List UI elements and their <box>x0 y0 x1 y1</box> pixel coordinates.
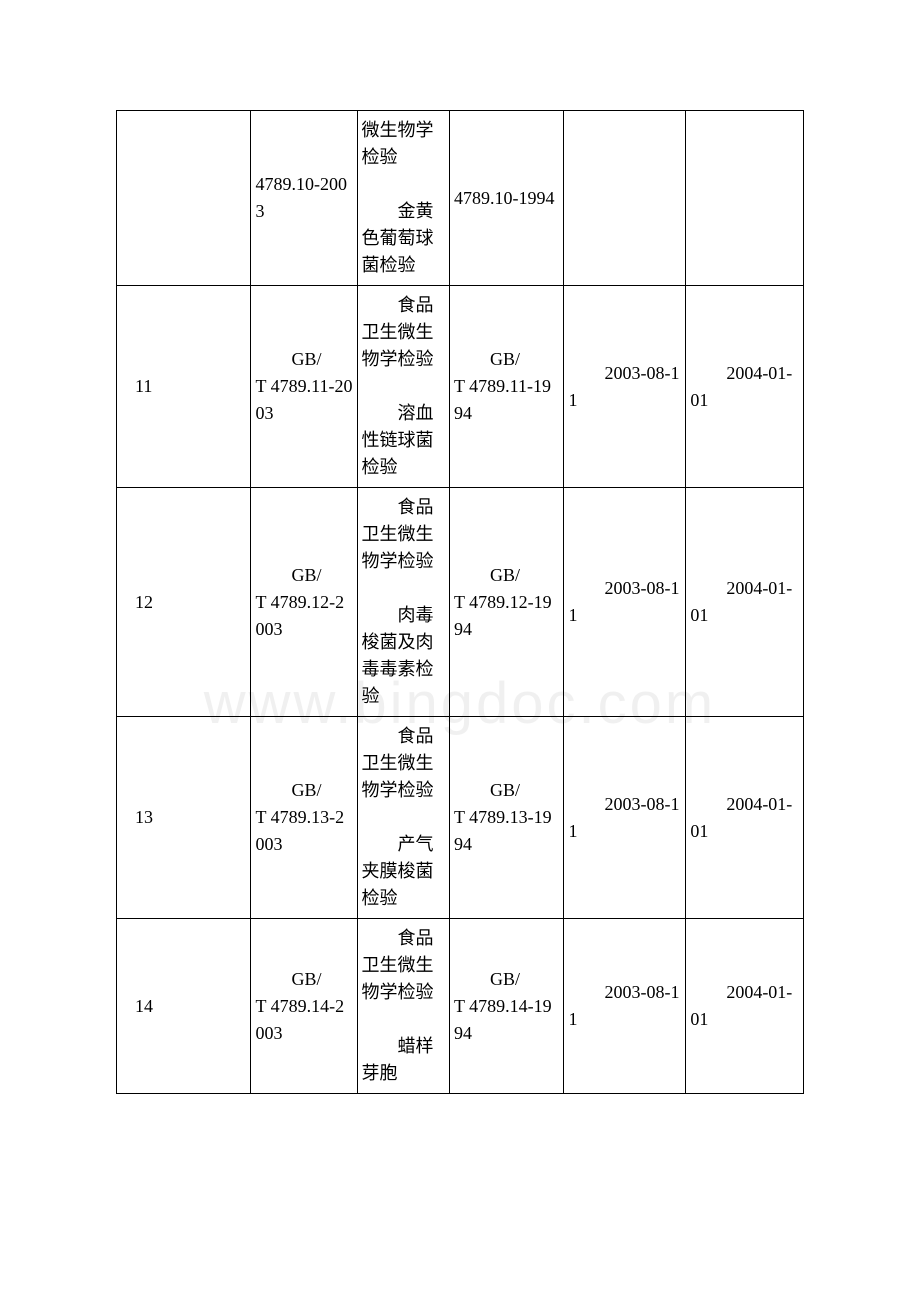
table-row: 12 GB/ T 4789.12-2003 食品卫生微生物学检验 肉毒梭菌及肉毒… <box>117 488 804 717</box>
cell-date2: 2004-01-01 <box>686 717 804 919</box>
table-row: 13 GB/ T 4789.13-2003 食品卫生微生物学检验 产气夹膜梭菌检… <box>117 717 804 919</box>
cell-title: 食品卫生微生物学检验 溶血性链球菌检验 <box>357 286 449 488</box>
cell-date1: 2003-08-11 <box>564 717 686 919</box>
cell-date2: 2004-01-01 <box>686 286 804 488</box>
cell-old-std: GB/ T 4789.12-1994 <box>449 488 563 717</box>
cell-date2: 2004-01-01 <box>686 488 804 717</box>
page-container: 4789.10-2003 微生物学检验 金黄色葡萄球菌检验 4789.10-19… <box>0 0 920 1094</box>
cell-seq: 14 <box>117 919 251 1094</box>
table-row: 4789.10-2003 微生物学检验 金黄色葡萄球菌检验 4789.10-19… <box>117 111 804 286</box>
cell-old-std: GB/ T 4789.14-1994 <box>449 919 563 1094</box>
cell-date1: 2003-08-11 <box>564 919 686 1094</box>
cell-date1: 2003-08-11 <box>564 488 686 717</box>
cell-title: 食品卫生微生物学检验 产气夹膜梭菌检验 <box>357 717 449 919</box>
cell-date2: 2004-01-01 <box>686 919 804 1094</box>
cell-title: 食品卫生微生物学检验 肉毒梭菌及肉毒毒素检验 <box>357 488 449 717</box>
cell-new-std: 4789.10-2003 <box>251 111 357 286</box>
cell-title: 微生物学检验 金黄色葡萄球菌检验 <box>357 111 449 286</box>
cell-date2 <box>686 111 804 286</box>
cell-new-std: GB/ T 4789.12-2003 <box>251 488 357 717</box>
cell-new-std: GB/ T 4789.11-2003 <box>251 286 357 488</box>
cell-seq <box>117 111 251 286</box>
cell-date1 <box>564 111 686 286</box>
cell-seq: 11 <box>117 286 251 488</box>
standards-table: 4789.10-2003 微生物学检验 金黄色葡萄球菌检验 4789.10-19… <box>116 110 804 1094</box>
cell-new-std: GB/ T 4789.14-2003 <box>251 919 357 1094</box>
cell-seq: 12 <box>117 488 251 717</box>
cell-title: 食品卫生微生物学检验 蜡样芽胞 <box>357 919 449 1094</box>
cell-seq: 13 <box>117 717 251 919</box>
cell-new-std: GB/ T 4789.13-2003 <box>251 717 357 919</box>
cell-old-std: 4789.10-1994 <box>449 111 563 286</box>
cell-old-std: GB/ T 4789.11-1994 <box>449 286 563 488</box>
table-row: 11 GB/ T 4789.11-2003 食品卫生微生物学检验 溶血性链球菌检… <box>117 286 804 488</box>
cell-old-std: GB/ T 4789.13-1994 <box>449 717 563 919</box>
table-row: 14 GB/ T 4789.14-2003 食品卫生微生物学检验 蜡样芽胞 GB… <box>117 919 804 1094</box>
cell-date1: 2003-08-11 <box>564 286 686 488</box>
